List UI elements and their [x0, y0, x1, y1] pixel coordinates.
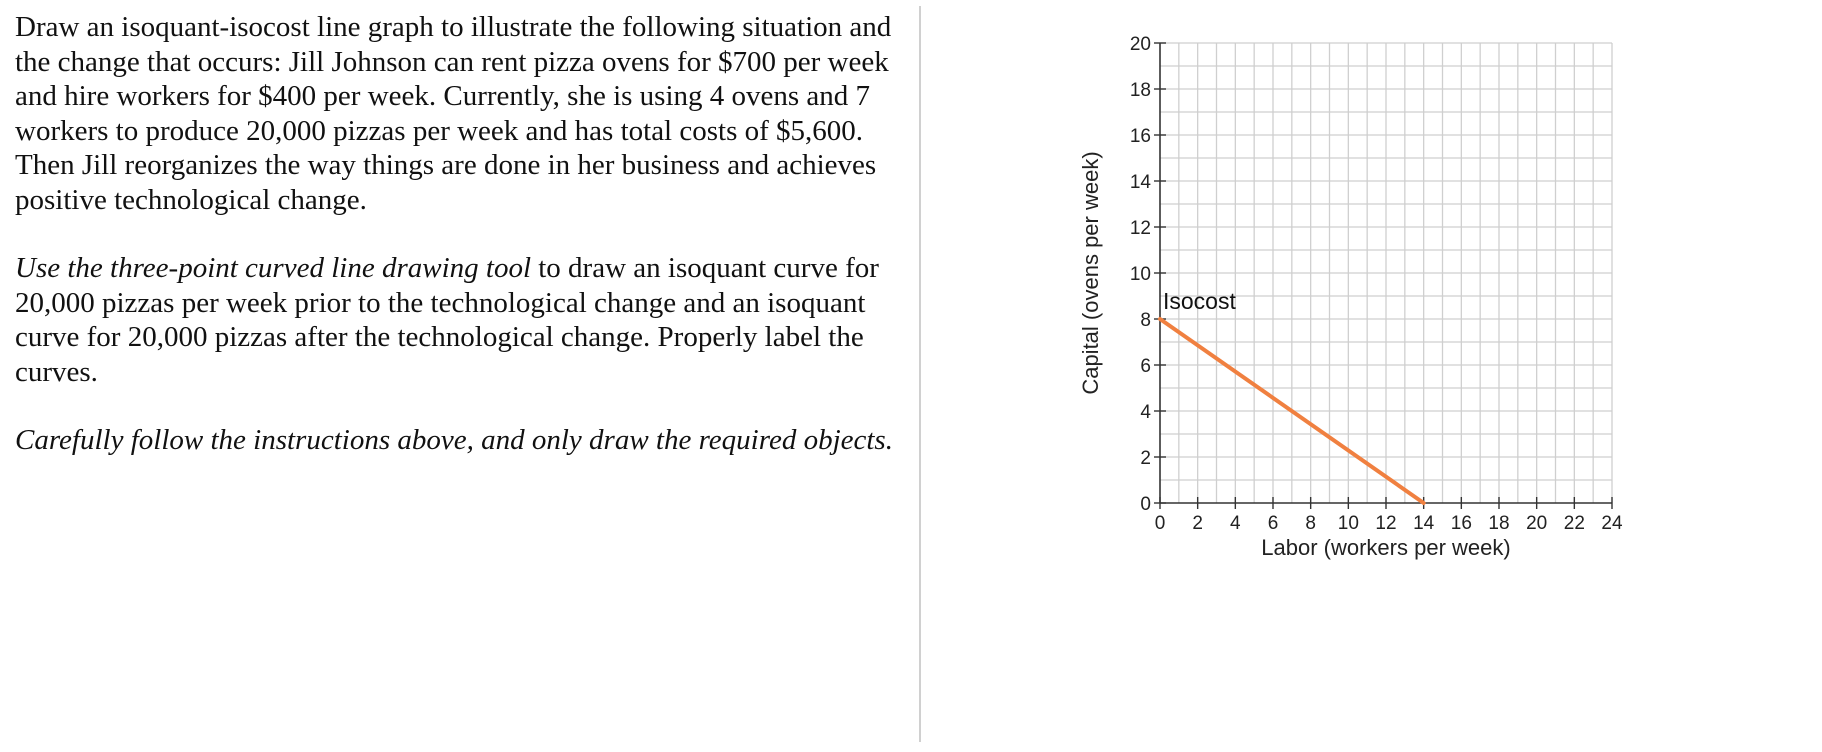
caution-instruction: Carefully follow the instructions above,…: [15, 424, 893, 456]
x-tick-label: 10: [1338, 513, 1359, 534]
question-paragraph-3: Carefully follow the instructions above,…: [15, 423, 895, 458]
question-panel: Draw an isoquant-isocost line graph to i…: [15, 10, 895, 492]
x-tick-label: 16: [1451, 513, 1472, 534]
x-tick-label: 6: [1268, 513, 1279, 534]
x-tick-label: 12: [1375, 513, 1396, 534]
y-tick-label: 10: [1130, 264, 1151, 285]
y-tick-label: 16: [1130, 126, 1151, 147]
graph-panel: 0 2 4 6 8 10 12 14 16 18 20 22 24 0 2 4 6 8 10 12 14 16 18 20 I…: [1050, 30, 1730, 670]
panel-divider[interactable]: [919, 6, 921, 742]
x-tick-label: 4: [1230, 513, 1241, 534]
x-tick-label: 14: [1413, 513, 1435, 534]
grid-lines: [1160, 42, 1613, 503]
x-tick-label: 2: [1192, 513, 1203, 534]
isocost-line[interactable]: [1158, 317, 1426, 505]
y-tick-label: 4: [1140, 402, 1151, 423]
y-tick-label: 12: [1130, 218, 1151, 239]
x-tick-label: 18: [1488, 513, 1509, 534]
y-tick-label: 0: [1140, 494, 1151, 515]
y-tick-label: 2: [1140, 448, 1151, 469]
y-tick-label: 18: [1130, 80, 1151, 101]
isocost-label: Isocost: [1163, 288, 1236, 314]
plotted-curves: Isocost: [1158, 288, 1426, 505]
x-axis-title: Labor (workers per week): [1261, 535, 1510, 560]
tick-marks: [1154, 42, 1613, 509]
y-tick-label: 6: [1140, 356, 1151, 377]
x-tick-label: 8: [1305, 513, 1316, 534]
x-tick-label: 24: [1601, 513, 1623, 534]
question-paragraph-2: Use the three-point curved line drawing …: [15, 251, 895, 389]
y-tick-label: 20: [1130, 34, 1151, 55]
y-axis-title: Capital (ovens per week): [1078, 151, 1103, 394]
question-paragraph-1: Draw an isoquant-isocost line graph to i…: [15, 11, 892, 216]
x-tick-label: 20: [1526, 513, 1547, 534]
x-tick-label: 22: [1564, 513, 1585, 534]
drawing-tool-instruction: Use the three-point curved line drawing …: [15, 252, 531, 284]
y-tick-label: 14: [1130, 172, 1152, 193]
y-tick-label: 8: [1140, 310, 1151, 331]
isoquant-instruction: to draw an isoquant curve for 20,000 piz…: [15, 252, 879, 388]
x-tick-label: 0: [1155, 513, 1166, 534]
